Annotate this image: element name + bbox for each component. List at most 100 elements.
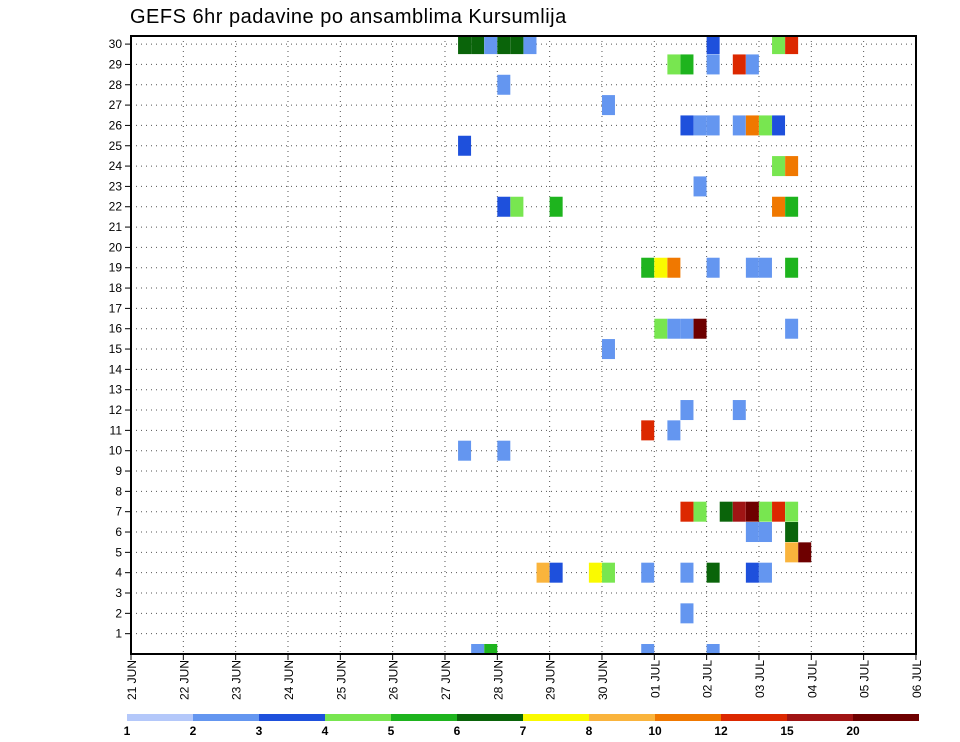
data-cell [732,115,746,136]
data-cell [772,196,786,217]
data-cell [758,522,772,543]
data-cell [745,115,759,136]
colorbar-swatch [457,714,523,721]
data-cell [654,318,668,339]
data-cell [706,257,720,278]
colorbar-swatch [127,714,193,721]
x-tick-label: 28 JUN [491,660,505,700]
colorbar-label: 15 [780,724,794,738]
x-tick-label: 06 JUL [910,660,924,698]
data-cell [706,644,720,654]
x-tick-label: 02 JUL [701,660,715,698]
data-cell [758,115,772,136]
x-tick-label: 24 JUN [282,660,296,700]
y-tick-label: 25 [109,139,123,153]
data-cell [601,562,615,583]
y-tick-label: 9 [115,464,122,478]
data-cell [745,562,759,583]
data-cell [693,318,707,339]
y-tick-label: 26 [109,118,123,132]
x-tick-label: 05 JUL [858,660,872,698]
x-tick-label: 25 JUN [334,660,348,700]
data-cell [667,420,681,441]
y-tick-label: 14 [109,362,123,376]
data-cell [471,36,485,55]
x-tick-label: 29 JUN [544,660,558,700]
x-axis: 21 JUN 22 JUN 23 JUN 24 JUN 25 JUN 26 JUN 27 J… [125,654,924,700]
data-cell [458,440,472,461]
y-tick-label: 11 [110,423,123,437]
data-cell [536,562,550,583]
data-cell [706,36,720,55]
y-tick-label: 2 [115,606,122,620]
data-cell [680,318,694,339]
y-tick-label: 12 [109,403,123,417]
data-cell [549,196,563,217]
data-cell [745,522,759,543]
data-cell [510,36,524,55]
data-cell [654,257,668,278]
y-axis: 1234567891011121314151617181920212223242… [109,37,131,641]
y-tick-label: 3 [115,586,122,600]
x-tick-label: 30 JUN [596,660,610,700]
y-tick-label: 17 [109,301,123,315]
x-tick-label: 04 JUL [805,660,819,698]
y-tick-label: 27 [109,98,123,112]
data-cell [667,257,681,278]
data-cell [549,562,563,583]
data-cell [745,501,759,522]
y-tick-label: 4 [115,566,122,580]
data-cell [758,562,772,583]
x-tick-label: 22 JUN [177,660,191,700]
y-tick-label: 29 [109,57,123,71]
data-cell [641,420,655,441]
colorbar-swatch [259,714,325,721]
colorbar-swatch [721,714,787,721]
y-tick-label: 5 [115,545,122,559]
y-tick-label: 30 [109,37,123,51]
data-cell [523,36,537,55]
data-cell [785,156,799,177]
y-tick-label: 7 [115,505,122,519]
data-cell [497,36,511,55]
data-cell [510,196,524,217]
data-cell [719,501,733,522]
colorbar-label: 12 [714,724,728,738]
colorbar-label: 5 [388,724,395,738]
colorbar-swatch [391,714,457,721]
data-cell [680,603,694,624]
chart-title: GEFS 6hr padavine po ansamblima Kursumli… [130,6,567,28]
data-cell [667,54,681,75]
data-cell [641,562,655,583]
x-tick-label: 21 JUN [125,660,139,700]
x-tick-label: 23 JUN [230,660,244,700]
colorbar-label: 10 [648,724,662,738]
colorbar-label: 3 [256,724,263,738]
data-cell [601,339,615,360]
y-tick-label: 22 [109,200,123,214]
data-cell [732,501,746,522]
colorbar: 1 2 3 4 5 6 7 8 10 12 15 20 [124,714,919,738]
y-tick-label: 10 [109,444,123,458]
data-cell [772,156,786,177]
data-cell [693,501,707,522]
y-tick-label: 13 [109,383,123,397]
data-cell [706,54,720,75]
colorbar-swatch [193,714,259,721]
data-cell [497,440,511,461]
data-cell [680,400,694,421]
data-cell [758,501,772,522]
data-cell [641,257,655,278]
y-tick-label: 20 [109,240,123,254]
colorbar-label: 6 [454,724,461,738]
y-tick-label: 16 [109,322,123,336]
y-tick-label: 24 [109,159,123,173]
data-cell [772,36,786,55]
y-tick-label: 8 [115,484,122,498]
data-cell [785,542,799,563]
y-tick-label: 23 [109,179,123,193]
data-cell [680,562,694,583]
data-cell [785,318,799,339]
data-cell [706,115,720,136]
data-cell [484,36,498,55]
